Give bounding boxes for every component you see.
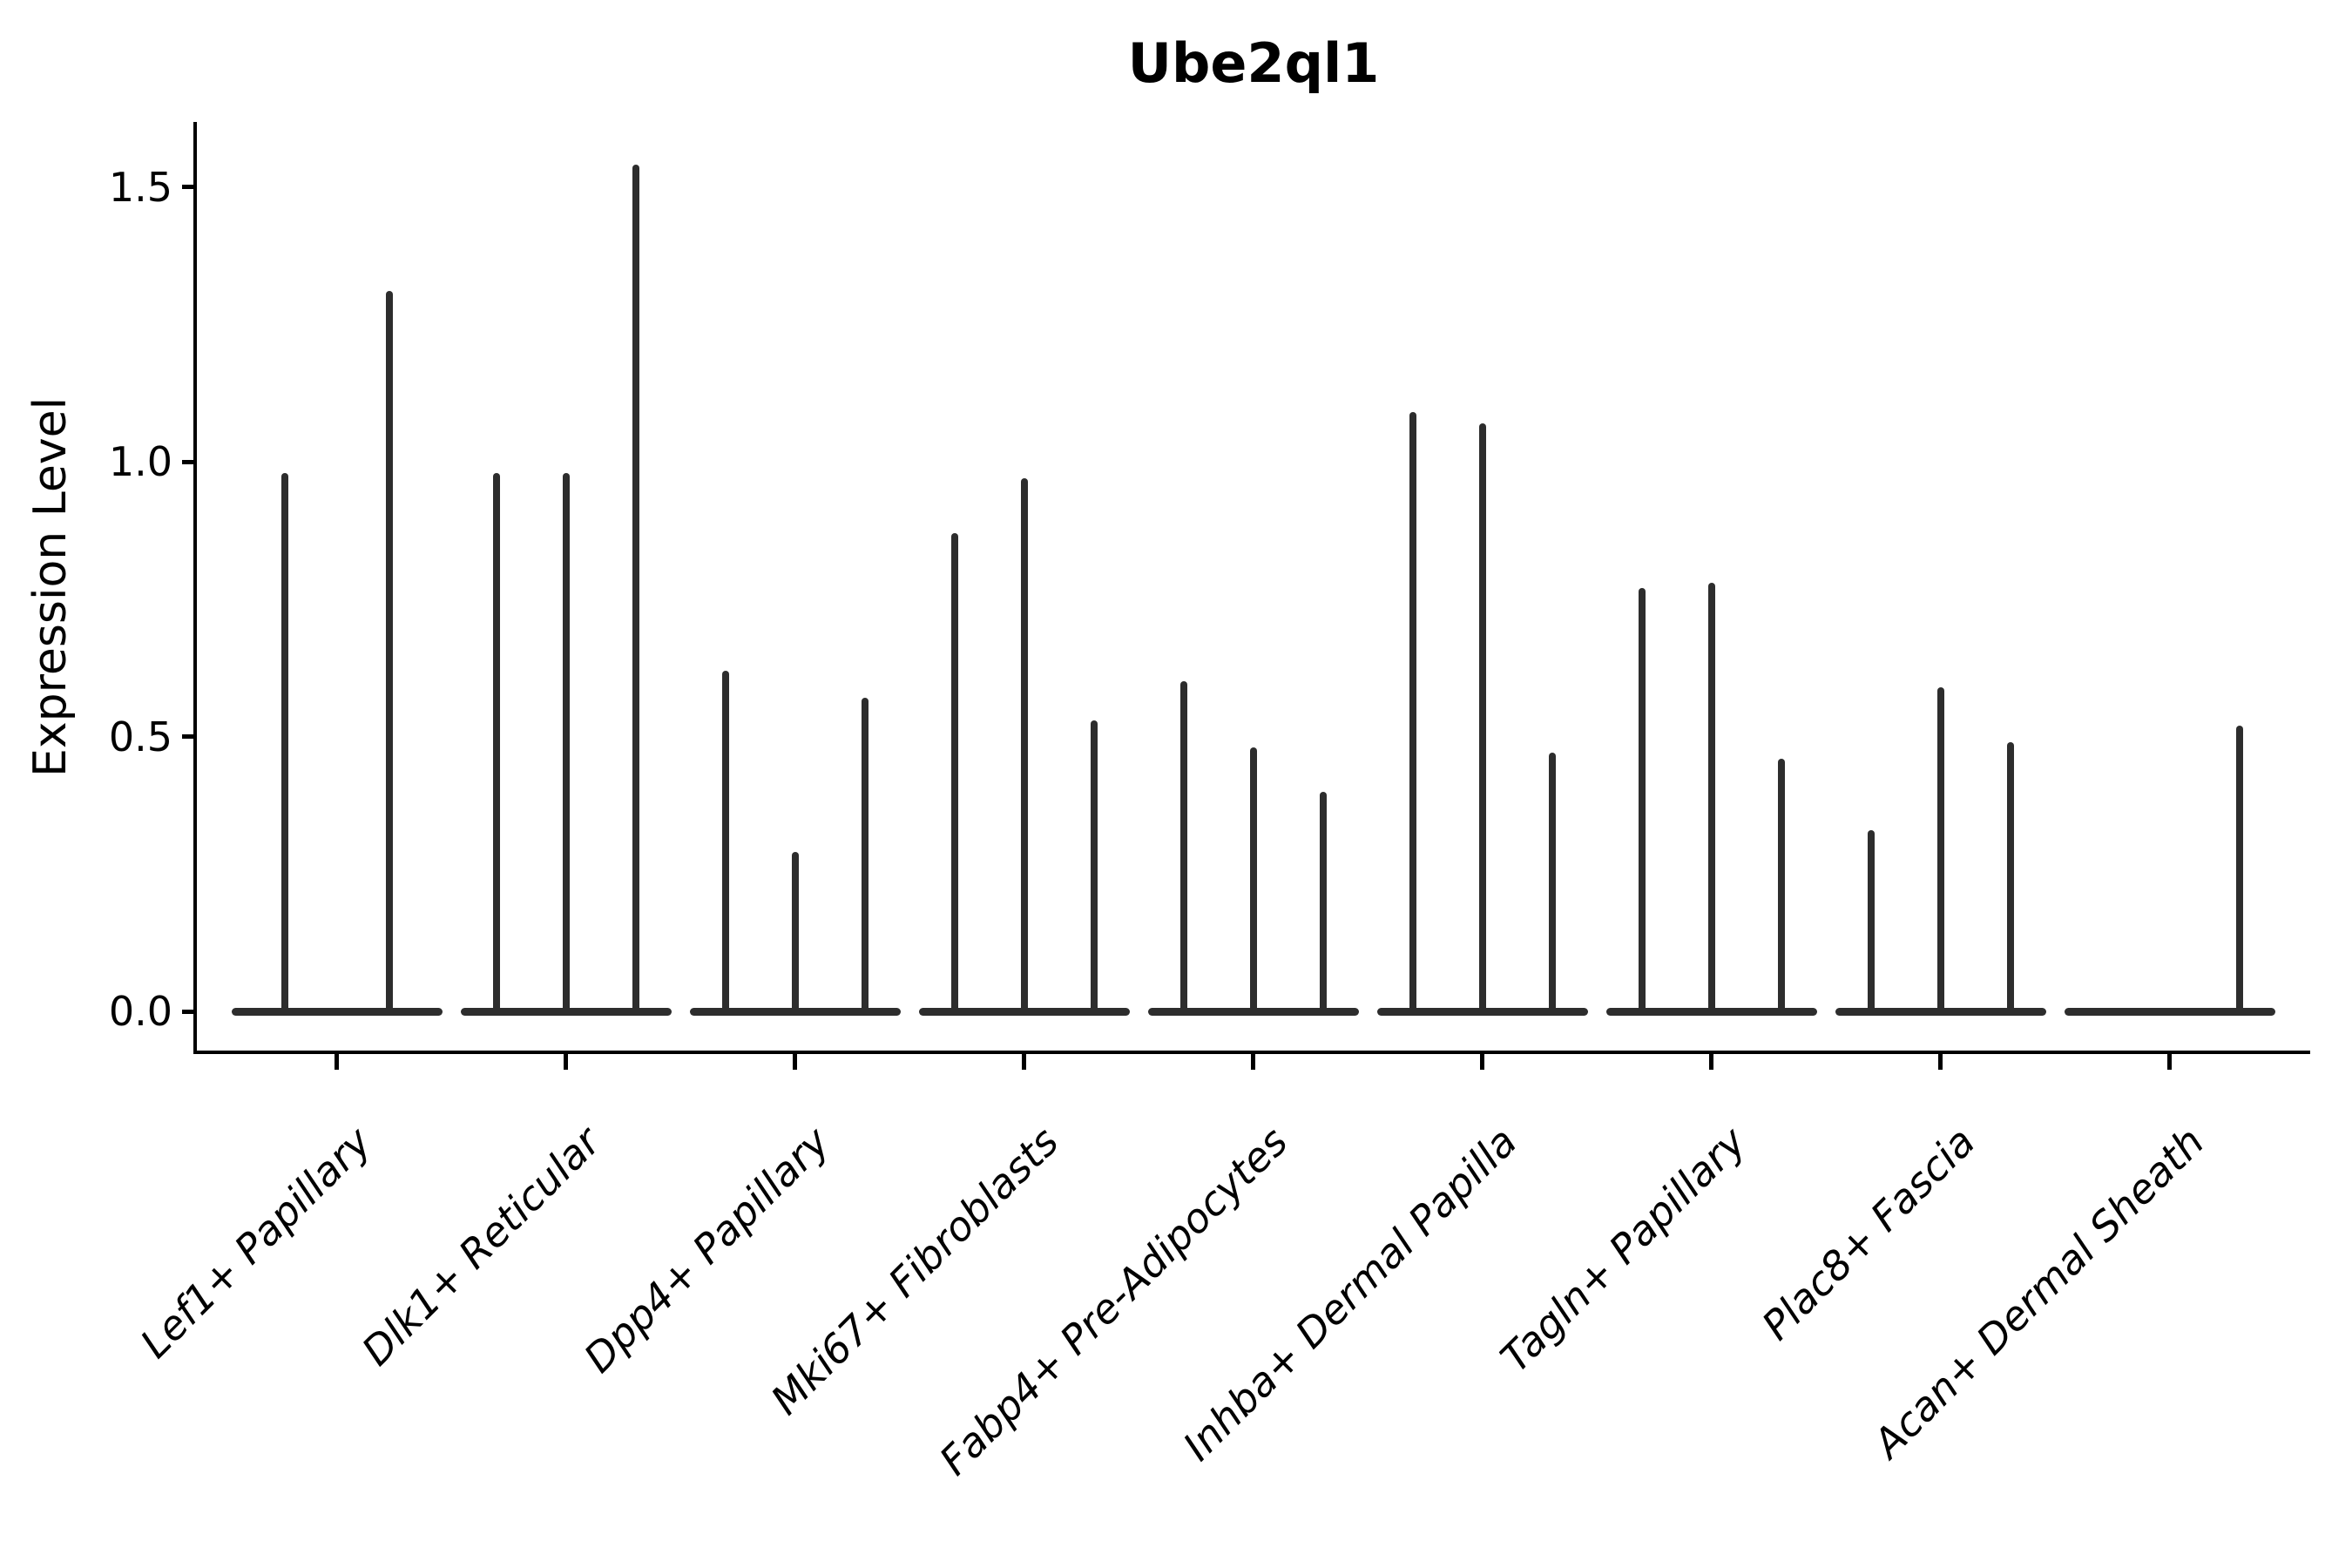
violin-spike: [791, 852, 799, 1011]
violin-spike: [1638, 588, 1646, 1011]
y-tick-label: 0.0: [108, 988, 172, 1035]
violin-base: [689, 1007, 901, 1016]
violin-base: [460, 1007, 672, 1016]
x-tick-label: Plac8+ Fascia: [1752, 1118, 1984, 1349]
violin-spike: [2006, 741, 2014, 1011]
violin-spike: [1179, 681, 1187, 1011]
violin-spike: [2235, 725, 2243, 1011]
y-axis-spine: [193, 122, 197, 1054]
x-tick-mark: [793, 1054, 797, 1070]
y-tick-label: 0.5: [108, 713, 172, 760]
y-tick-label: 1.5: [108, 163, 172, 211]
x-tick-label: Inhba+ Dermal Papilla: [1173, 1118, 1525, 1470]
violin-spike: [950, 533, 958, 1011]
x-tick-mark: [1480, 1054, 1484, 1070]
x-tick-mark: [564, 1054, 568, 1070]
violin-spike: [861, 698, 868, 1011]
violin-spike: [1409, 412, 1416, 1011]
y-tick-mark: [182, 185, 197, 189]
violin-spike: [562, 472, 570, 1011]
x-tick-mark: [1251, 1054, 1255, 1070]
violin-spike: [632, 165, 639, 1011]
violin-base: [2064, 1007, 2275, 1016]
chart-title: Ube2ql1: [1127, 31, 1380, 95]
y-tick-mark: [182, 734, 197, 739]
violin-spike: [492, 472, 500, 1011]
x-tick-label: Tagln+ Papillary: [1490, 1118, 1754, 1382]
violin-spike: [1319, 791, 1327, 1011]
violin-base: [1835, 1007, 2046, 1016]
x-tick-mark: [1709, 1054, 1713, 1070]
violin-base: [1376, 1007, 1588, 1016]
x-tick-label: Lef1+ Papillary: [131, 1118, 380, 1368]
x-tick-label: Dlk1+ Reticular: [352, 1118, 609, 1375]
y-tick-mark: [182, 459, 197, 464]
violin-spike: [280, 472, 288, 1011]
violin-base: [231, 1007, 443, 1016]
x-axis-spine: [193, 1051, 2310, 1054]
x-tick-mark: [1938, 1054, 1943, 1070]
violin-spike: [1777, 758, 1785, 1011]
x-tick-mark: [2167, 1054, 2172, 1070]
violin-spike: [721, 670, 729, 1011]
y-axis-label: Expression Level: [24, 396, 77, 778]
violin-spike: [1936, 686, 1944, 1011]
violin-spike: [1707, 582, 1715, 1011]
x-tick-label: Fabp4+ Pre-Adipocytes: [929, 1118, 1296, 1484]
y-tick-mark: [182, 1009, 197, 1014]
x-tick-label: Dpp4+ Papillary: [574, 1118, 838, 1382]
violin-base: [1147, 1007, 1359, 1016]
violin-spike: [1867, 829, 1875, 1011]
violin-spike: [1478, 422, 1486, 1011]
violin-base: [1605, 1007, 1817, 1016]
violin-spike: [1249, 747, 1257, 1011]
x-tick-mark: [335, 1054, 339, 1070]
violin-spike: [1090, 720, 1098, 1011]
x-tick-label: Mki67+ Fibroblasts: [760, 1118, 1067, 1424]
violin-base: [918, 1007, 1130, 1016]
violin-spike: [1020, 477, 1028, 1011]
violin-spike: [385, 291, 393, 1011]
x-tick-label: Acan+ Dermal Sheath: [1863, 1118, 2213, 1467]
x-tick-mark: [1022, 1054, 1026, 1070]
violin-spike: [1548, 753, 1556, 1011]
y-tick-label: 1.0: [108, 438, 172, 485]
